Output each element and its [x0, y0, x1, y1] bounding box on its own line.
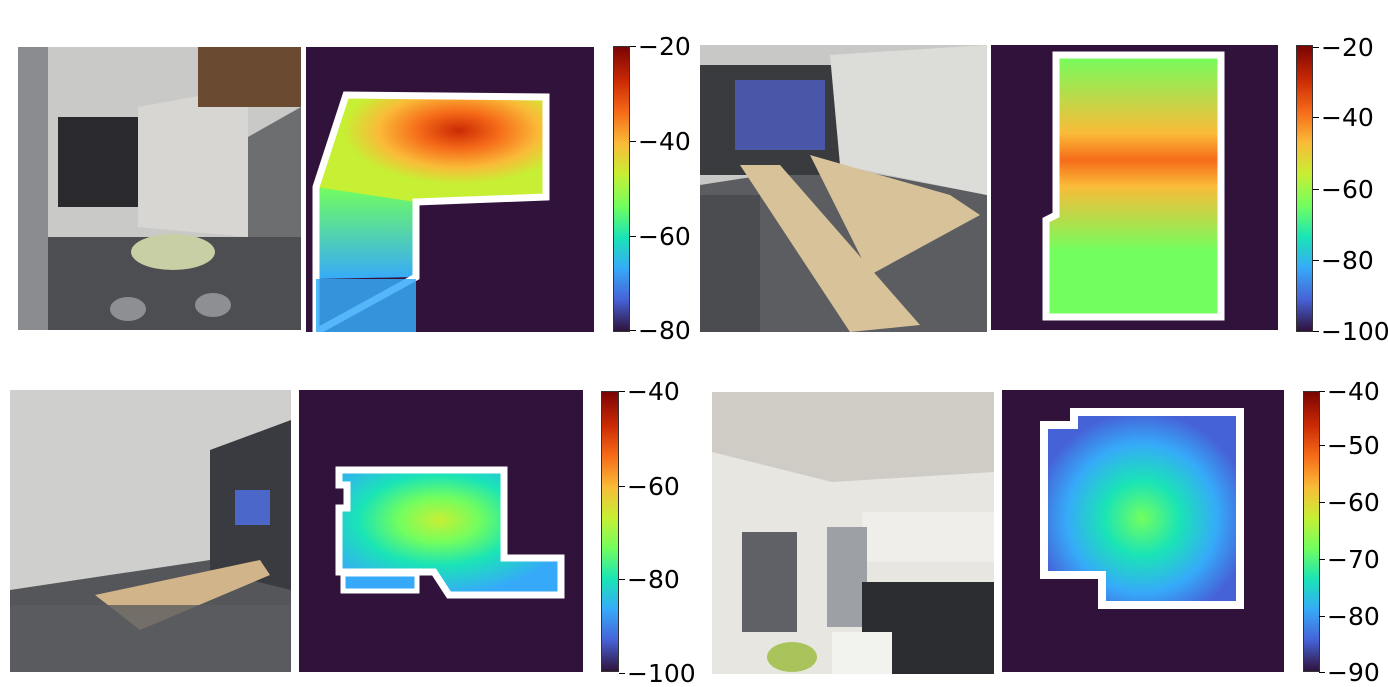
colorbar-1-tick: −60 — [630, 222, 691, 251]
colorbar-4-tick: −80 — [1319, 602, 1380, 631]
colorbar-3-tick: −100 — [619, 659, 696, 687]
colorbar-3-tick: −80 — [619, 565, 680, 594]
colorbar-1-tick: −80 — [630, 316, 691, 345]
colorbar-1 — [613, 46, 630, 332]
colorbar-2-tick: −100 — [1313, 317, 1388, 346]
colorbar-1-tick: −20 — [630, 32, 691, 61]
colorbar-4-tick: −70 — [1319, 545, 1380, 574]
meeting-room-photo — [10, 390, 291, 672]
colorbar-3-tick: −40 — [619, 377, 680, 406]
colorbar-2-tick: −80 — [1313, 246, 1374, 275]
colorbar-2 — [1296, 45, 1313, 332]
colorbar-4-tick: −90 — [1319, 658, 1380, 687]
colorbar-4 — [1303, 391, 1320, 672]
signal-heatmap-3 — [299, 390, 583, 672]
colorbar-1-tick: −40 — [630, 127, 691, 156]
colorbar-4-tick: −60 — [1319, 488, 1380, 517]
colorbar-3-tick: −60 — [619, 472, 680, 501]
signal-heatmap-1 — [306, 47, 594, 332]
signal-heatmap-2 — [991, 45, 1278, 330]
signal-heatmap-4 — [1002, 390, 1284, 672]
colorbar-4-tick: −50 — [1319, 431, 1380, 460]
kitchen-photo — [712, 392, 994, 674]
colorbar-2-tick: −60 — [1313, 175, 1374, 204]
conference-room-photo — [700, 45, 987, 332]
colorbar-4-tick: −40 — [1319, 377, 1380, 406]
colorbar-2-tick: −40 — [1313, 103, 1374, 132]
colorbar-2-tick: −20 — [1313, 33, 1374, 62]
colorbar-3 — [601, 391, 619, 672]
lounge-corridor-photo — [18, 47, 301, 330]
